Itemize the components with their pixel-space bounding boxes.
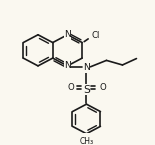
Text: O: O xyxy=(67,83,74,92)
Text: CH₃: CH₃ xyxy=(79,137,93,145)
Text: N: N xyxy=(83,63,90,72)
Text: O: O xyxy=(99,83,106,92)
Text: N: N xyxy=(64,30,71,39)
Text: N: N xyxy=(64,61,71,70)
Text: Cl: Cl xyxy=(92,31,100,40)
Text: S: S xyxy=(83,85,90,95)
